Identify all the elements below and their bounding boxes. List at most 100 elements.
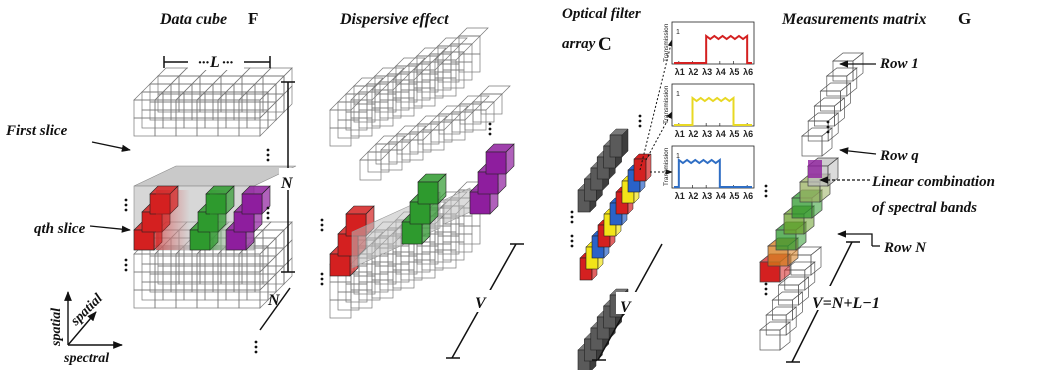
filter-lower-column xyxy=(577,288,629,370)
filter-cell-side xyxy=(645,153,652,182)
grid-cell xyxy=(191,101,214,121)
disp-top xyxy=(371,81,402,91)
grid-cell xyxy=(141,109,164,129)
plot-xtick: λ1 xyxy=(675,191,685,201)
grid-cell xyxy=(225,281,248,301)
dark-cell-side xyxy=(621,128,629,158)
grid-cell xyxy=(183,281,206,301)
disp-cell xyxy=(366,273,389,293)
disp-cell xyxy=(434,249,457,269)
grid-cell xyxy=(204,263,227,283)
plot-frame xyxy=(671,21,755,65)
plot-xtick: λ6 xyxy=(743,67,753,77)
grid-cell xyxy=(183,109,206,129)
meas-cell-side xyxy=(834,97,845,127)
grid-cell xyxy=(170,255,193,275)
disp-dots-right xyxy=(488,122,492,136)
grid-cell xyxy=(133,117,156,137)
disp-cell xyxy=(395,83,418,103)
disp-cell xyxy=(374,265,397,285)
plot-xtick: λ3 xyxy=(702,67,712,77)
N-depth-marker: N xyxy=(259,287,291,331)
disp-top xyxy=(416,47,447,57)
disp-top xyxy=(392,71,423,81)
disp-top xyxy=(345,85,376,95)
disp-cell xyxy=(329,299,352,319)
disp-top xyxy=(409,123,440,133)
filter-dots-right xyxy=(638,114,642,128)
plot-curve xyxy=(674,158,752,188)
L-label: L xyxy=(209,54,220,71)
rowq-label: Row q xyxy=(879,148,919,164)
grid-side-face xyxy=(275,265,285,293)
grid-cell xyxy=(170,101,193,121)
cube-drawings xyxy=(124,27,864,370)
disp-cell xyxy=(353,103,376,123)
disp-cell xyxy=(442,69,465,89)
disp-top xyxy=(443,111,474,121)
meas-upper-column xyxy=(801,52,864,157)
disp-cell xyxy=(387,263,410,283)
plot-xtick: λ6 xyxy=(743,129,753,139)
filter-upper-column xyxy=(577,128,629,213)
L-dimension-marker: ··· L ··· xyxy=(163,52,271,71)
grid-cell xyxy=(149,273,172,293)
grid-cell xyxy=(238,289,261,309)
disp-cell xyxy=(358,281,381,301)
disp-cell xyxy=(379,271,402,291)
plot-frame xyxy=(671,145,755,189)
grid-cell xyxy=(162,281,185,301)
plot-frame xyxy=(671,83,755,127)
disp-top xyxy=(329,101,360,111)
axis-spatial-vertical: spatial xyxy=(49,308,64,347)
disp-top xyxy=(450,35,481,45)
meas-cell-side xyxy=(810,246,822,276)
disp-cell xyxy=(371,107,394,127)
disp-cell xyxy=(371,279,394,299)
plot-xtick: λ4 xyxy=(716,191,726,201)
disp-top xyxy=(422,121,453,131)
disp-cell xyxy=(437,235,460,255)
grid-cell xyxy=(238,117,261,137)
disp-cell xyxy=(387,91,410,111)
grid-cell xyxy=(196,289,219,309)
V2-label: V xyxy=(620,299,632,316)
disp-cell xyxy=(345,111,368,131)
disp-top-block xyxy=(329,27,489,147)
disp-top xyxy=(396,125,427,135)
grid-side-face xyxy=(275,93,285,121)
disp-cell xyxy=(434,77,457,97)
grid-cell xyxy=(212,255,235,275)
disp-top xyxy=(434,51,465,61)
grid-cell xyxy=(212,273,235,293)
disp-top xyxy=(458,27,489,37)
grid-cell xyxy=(183,263,206,283)
disp-cell xyxy=(350,117,373,137)
disp-cell xyxy=(345,283,368,303)
meas-cell xyxy=(820,90,841,112)
disp-cell xyxy=(358,109,381,129)
plot-xtick: λ2 xyxy=(688,67,698,77)
disp-top xyxy=(464,101,495,111)
V-marker-1: V xyxy=(446,243,524,359)
disp-top xyxy=(421,53,452,63)
N-label: N xyxy=(280,175,294,192)
first-slice-label: First slice xyxy=(5,123,68,139)
meas-cell-side xyxy=(785,306,797,336)
disp-cell xyxy=(437,63,460,83)
grid-cell xyxy=(225,263,248,283)
plot-ytick: 1 xyxy=(676,29,680,36)
disp-cell xyxy=(442,241,465,261)
disp-top xyxy=(413,61,444,71)
plot-xtick: λ5 xyxy=(729,129,739,139)
disp-top xyxy=(366,75,397,85)
meas-cell-side xyxy=(846,67,858,97)
pointer-yellow-plot xyxy=(645,111,673,161)
disp-cell xyxy=(380,149,403,171)
disp-cell xyxy=(374,93,397,113)
plot-curve xyxy=(674,34,752,64)
data-cube-symbol: F xyxy=(248,9,258,28)
data-cube-title: Data cube xyxy=(159,11,227,28)
